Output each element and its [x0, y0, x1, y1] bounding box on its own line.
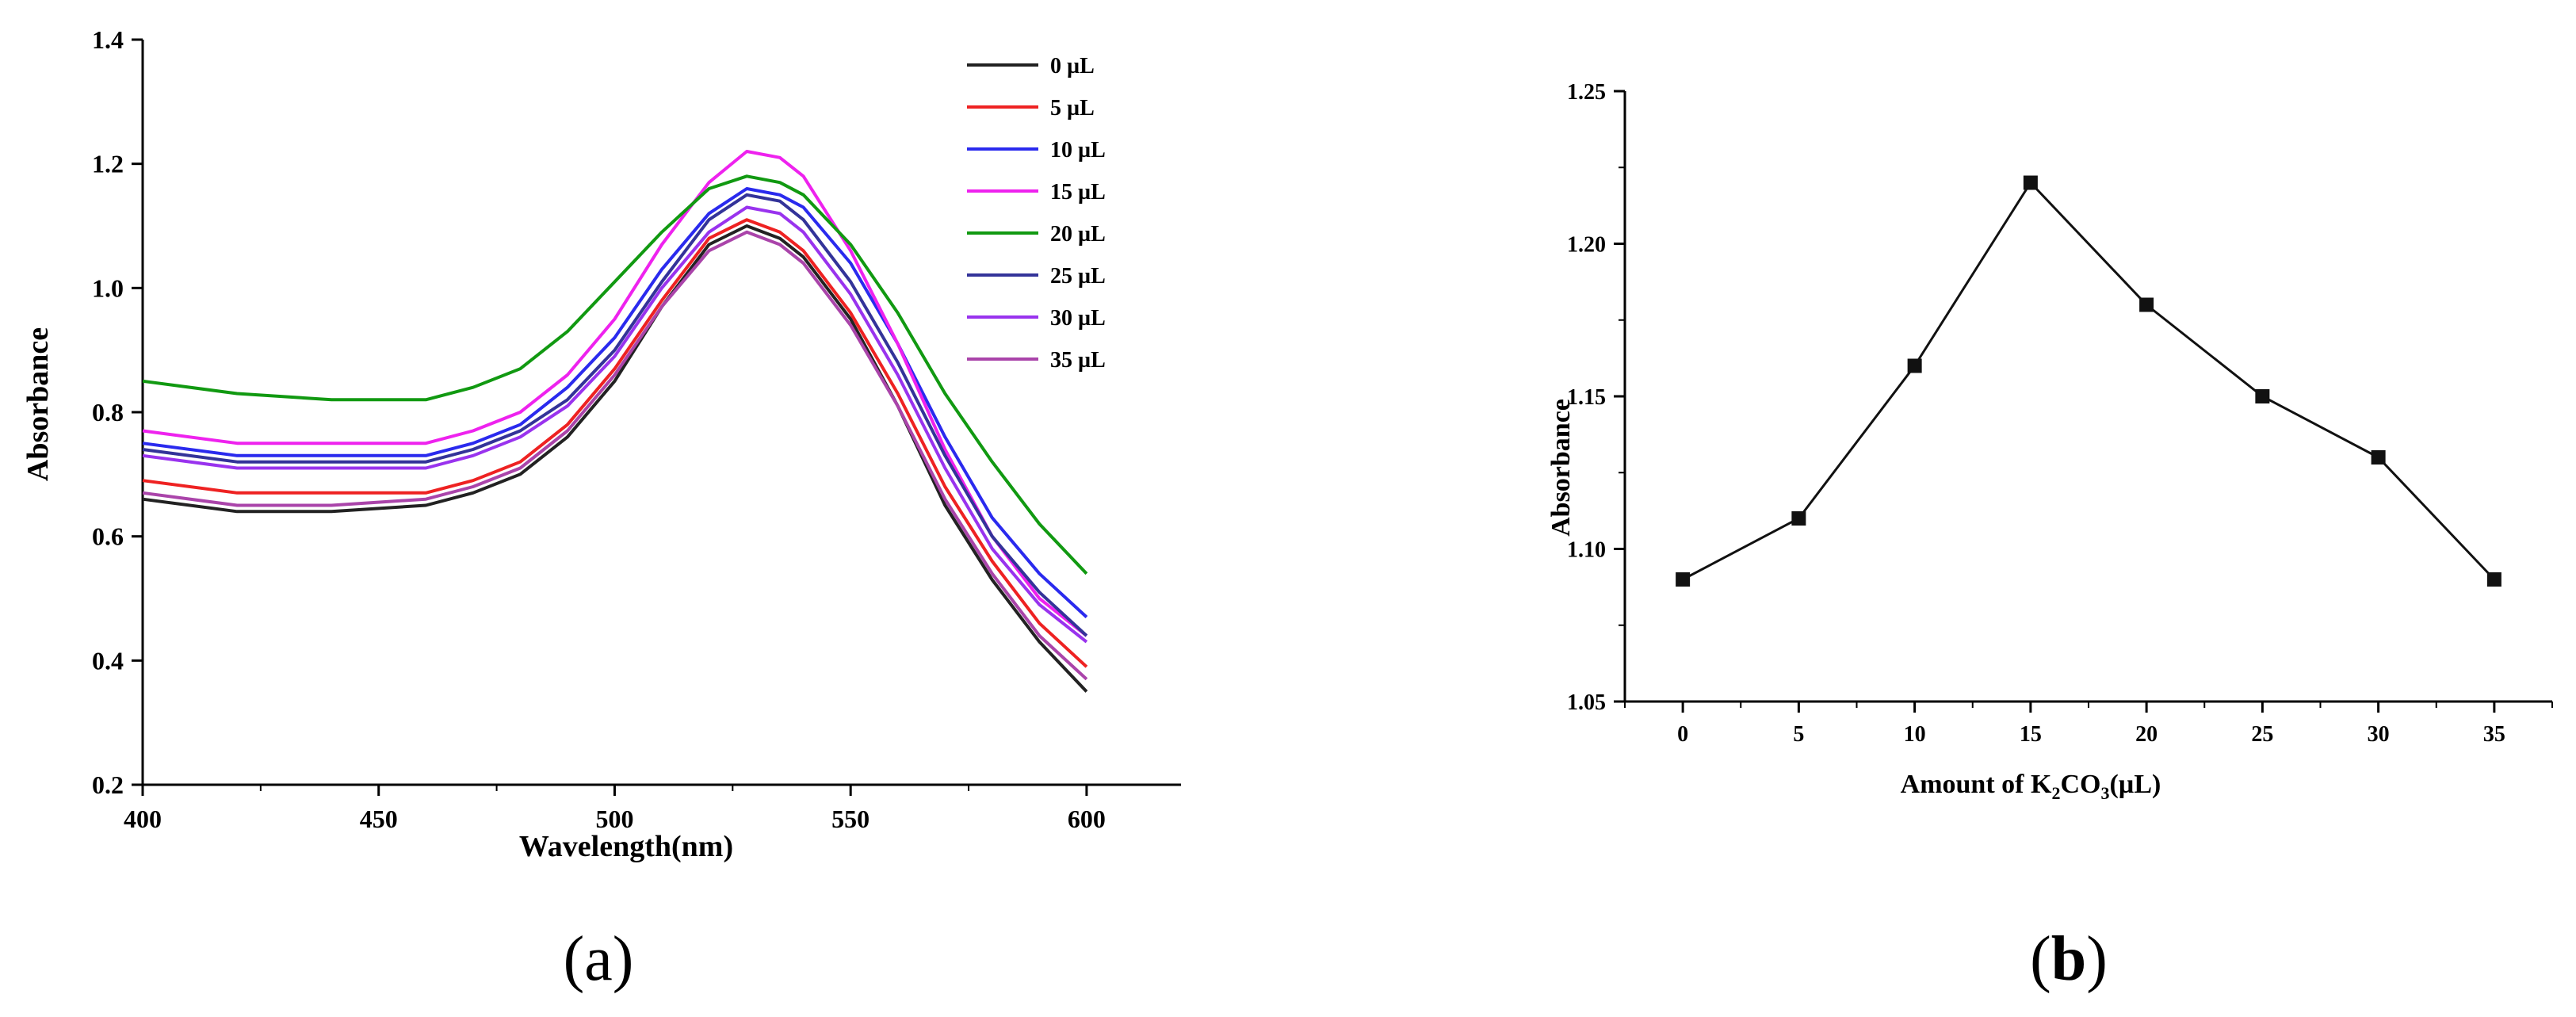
y-tick-label-a: 1.4 [92, 25, 124, 54]
absorbance-vs-k2co3-chart: 0 5 10 15 20 25 30 35 1.05 1.10 1.15 1.20 1.25 Amoun… [1546, 80, 2553, 803]
y-tick-label-a: 1.2 [92, 150, 124, 178]
data-point-b-7 [2486, 572, 2501, 587]
x-tick-label-b: 30 [2368, 722, 2390, 747]
y-tick-label-a: 0.4 [92, 646, 124, 675]
y-tick-label-a: 0.2 [92, 770, 124, 799]
ticks-b: 0 5 10 15 20 25 30 35 1.05 1.10 1.15 1.20 1.25 [1567, 80, 2553, 747]
data-point-b-0 [1676, 572, 1691, 587]
panel-a-chart: 400 450 500 550 600 0.2 0.4 0.6 0.8 1.0 1.2 1.4 0 µ… [0, 0, 1347, 912]
x-tick-label-a: 550 [831, 805, 869, 833]
x-tick-label-b: 35 [2483, 722, 2505, 747]
y-tick-label-a: 1.0 [92, 273, 124, 302]
caption-b-close: ) [2086, 924, 2108, 994]
ticks-a: 400 450 500 550 600 0.2 0.4 0.6 0.8 1.0 1.2 1.4 [92, 25, 1106, 833]
legend-label-a-5: 25 µL [1050, 264, 1106, 289]
y-axis-title-b: Absorbance [1546, 399, 1576, 537]
caption-a-letter: a [584, 924, 613, 994]
series-line-a-5 [142, 193, 1088, 637]
series-a [142, 150, 1088, 693]
x-tick-label-a: 450 [360, 805, 398, 833]
x-tick-label-a: 400 [124, 805, 162, 833]
caption-a-open: ( [563, 924, 585, 994]
axes-b [1623, 91, 2552, 703]
x-axis-title-b-part3: (µL) [2109, 770, 2161, 799]
series-line-a-3 [142, 150, 1088, 637]
y-tick-label-a: 0.6 [92, 522, 124, 551]
x-tick-label-b: 25 [2251, 722, 2273, 747]
y-axis-title-a: Absorbance [21, 327, 55, 481]
caption-b-letter: b [2050, 924, 2087, 994]
legend-label-a-3: 15 µL [1050, 180, 1106, 205]
caption-b: (b) [1989, 912, 2148, 1007]
spectra-chart: 400 450 500 550 600 0.2 0.4 0.6 0.8 1.0 1.2 1.4 0 µ… [21, 25, 1181, 863]
y-tick-label-b: 1.20 [1567, 233, 1606, 258]
y-tick-label-b: 1.25 [1567, 80, 1606, 105]
legend-label-a-7: 35 µL [1050, 348, 1106, 373]
x-axis-title-b-part1: Amount of K [1901, 770, 2052, 799]
legend-label-a-6: 30 µL [1050, 306, 1106, 331]
series-line-b [1682, 181, 2495, 581]
x-axis-title-b-sub2: 3 [2100, 783, 2109, 803]
data-point-b-5 [2255, 389, 2270, 403]
legend-a: 0 µL 5 µL 10 µL 15 µL 20 µL 25 µL 30 µL 35 µL [967, 54, 1106, 373]
data-point-b-6 [2371, 450, 2386, 465]
series-line-a-0 [142, 224, 1088, 693]
x-tick-label-b: 5 [1793, 722, 1804, 747]
caption-a-close: ) [612, 924, 634, 994]
data-point-b-4 [2139, 297, 2154, 312]
caption-a: (a) [519, 912, 678, 1007]
series-line-a-1 [142, 218, 1088, 668]
legend-label-a-0: 0 µL [1050, 54, 1095, 78]
series-b [1676, 175, 2501, 587]
data-point-b-1 [1791, 511, 1806, 526]
legend-label-a-1: 5 µL [1050, 96, 1095, 120]
x-axis-title-a: Wavelength(nm) [519, 830, 733, 863]
axes-a [141, 40, 1181, 786]
y-tick-label-b: 1.05 [1567, 690, 1606, 715]
x-tick-label-b: 20 [2135, 722, 2157, 747]
x-axis-title-b-sub1: 2 [2051, 783, 2060, 803]
x-axis-title-b-part2: CO [2060, 770, 2100, 799]
series-line-a-2 [142, 187, 1088, 618]
x-tick-label-b: 15 [2020, 722, 2042, 747]
legend-label-a-4: 20 µL [1050, 222, 1106, 247]
x-tick-label-a: 600 [1068, 805, 1106, 833]
legend-label-a-2: 10 µL [1050, 138, 1106, 162]
x-axis-title-b: Amount of K2CO3(µL) [1901, 770, 2161, 803]
data-point-b-3 [2023, 175, 2038, 190]
series-line-a-4 [142, 174, 1088, 575]
panel-b-chart: 0 5 10 15 20 25 30 35 1.05 1.10 1.15 1.20 1.25 Amoun… [1411, 0, 2576, 912]
y-tick-label-b: 1.10 [1567, 538, 1606, 563]
data-point-b-2 [1907, 358, 1922, 373]
x-tick-label-a: 500 [595, 805, 633, 833]
series-line-a-6 [142, 205, 1088, 644]
x-tick-label-b: 10 [1904, 722, 1926, 747]
y-tick-label-b: 1.15 [1567, 385, 1606, 410]
y-tick-label-a: 0.8 [92, 398, 124, 426]
series-line-a-7 [142, 230, 1088, 681]
caption-b-open: ( [2030, 924, 2051, 994]
x-tick-label-b: 0 [1677, 722, 1688, 747]
